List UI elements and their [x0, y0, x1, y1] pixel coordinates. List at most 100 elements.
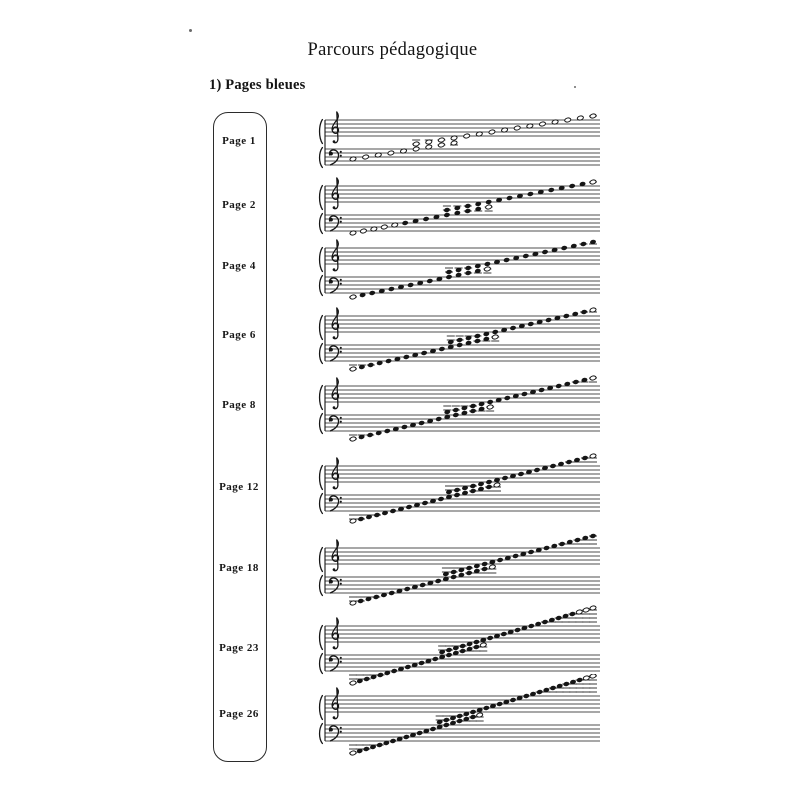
notehead	[486, 404, 494, 410]
notehead	[488, 129, 496, 135]
notehead	[466, 570, 473, 576]
notehead	[538, 387, 545, 393]
notehead	[589, 453, 597, 459]
notehead	[520, 551, 527, 557]
staff-lines	[324, 247, 600, 294]
notehead	[550, 685, 556, 691]
note-range	[349, 453, 597, 524]
staff-system-page-8	[318, 375, 600, 442]
notehead	[412, 141, 420, 147]
system-brace	[318, 246, 324, 297]
notehead	[470, 483, 476, 489]
notehead	[470, 488, 476, 494]
notehead	[513, 255, 520, 261]
notehead	[403, 734, 410, 740]
notehead	[358, 364, 365, 370]
notehead	[464, 203, 471, 209]
notehead	[506, 195, 513, 201]
notehead	[462, 490, 468, 496]
notehead	[501, 327, 508, 333]
staff-system-page-18	[318, 533, 600, 606]
notehead	[590, 533, 596, 539]
treble-clef-icon	[331, 307, 340, 340]
notehead	[563, 313, 570, 319]
page-label: Page 1	[222, 135, 256, 147]
notehead	[443, 212, 450, 218]
notehead	[367, 362, 374, 368]
notehead	[580, 241, 587, 247]
notehead	[377, 672, 384, 678]
notehead	[528, 549, 535, 555]
staff-system-page-1	[318, 111, 600, 169]
notehead	[443, 722, 450, 728]
notehead	[503, 699, 510, 705]
notehead	[399, 148, 408, 154]
notehead	[473, 563, 480, 569]
notehead	[446, 494, 452, 500]
notehead	[554, 315, 561, 321]
notehead	[474, 333, 481, 339]
notehead	[392, 426, 399, 432]
notehead	[433, 214, 440, 220]
notehead	[516, 193, 523, 199]
notehead	[455, 267, 462, 273]
notehead	[542, 465, 548, 471]
notehead	[398, 284, 404, 290]
notehead	[455, 272, 462, 278]
notehead	[494, 477, 500, 483]
notehead	[458, 567, 465, 573]
staff-system-page-6	[318, 307, 600, 372]
notehead	[444, 409, 451, 415]
notehead	[414, 502, 420, 508]
notehead	[349, 518, 357, 524]
notehead	[479, 642, 487, 648]
system-brace	[318, 694, 324, 745]
notehead	[443, 207, 450, 213]
notehead	[356, 678, 363, 684]
notehead	[388, 286, 395, 292]
staff-system-page-2	[318, 177, 600, 236]
notehead	[349, 436, 357, 442]
notehead	[446, 652, 452, 658]
notehead	[589, 307, 597, 313]
notehead	[438, 346, 445, 352]
system-brace	[318, 118, 324, 169]
notehead	[575, 609, 583, 615]
notehead	[507, 629, 514, 635]
bass-clef-icon	[328, 277, 342, 294]
notehead	[370, 674, 377, 680]
treble-clef-icon	[331, 617, 340, 650]
notehead	[579, 181, 586, 187]
page-label: Page 6	[222, 329, 256, 341]
notehead	[425, 139, 433, 145]
bass-clef-icon	[328, 495, 342, 512]
notehead	[526, 123, 534, 129]
notehead	[534, 467, 540, 473]
notehead	[452, 650, 459, 656]
notehead	[542, 619, 548, 625]
notehead	[412, 352, 419, 358]
notehead	[582, 535, 589, 541]
treble-clef-icon	[331, 177, 340, 210]
notehead	[483, 266, 491, 272]
bass-clef-icon	[328, 655, 342, 672]
notehead	[425, 144, 433, 150]
notehead	[558, 461, 564, 467]
notehead	[402, 220, 409, 226]
notehead	[358, 434, 365, 440]
notehead	[474, 338, 481, 344]
notehead	[443, 717, 450, 723]
notehead	[376, 360, 383, 366]
notehead	[543, 545, 550, 551]
notehead	[459, 648, 466, 654]
notehead	[450, 135, 458, 141]
system-brace	[318, 384, 324, 435]
notehead	[501, 127, 509, 133]
notehead	[410, 732, 416, 738]
notehead	[423, 216, 430, 222]
notehead	[551, 543, 558, 549]
notehead	[582, 455, 588, 461]
notehead	[521, 625, 528, 631]
notehead	[463, 716, 470, 722]
notehead	[430, 498, 436, 504]
